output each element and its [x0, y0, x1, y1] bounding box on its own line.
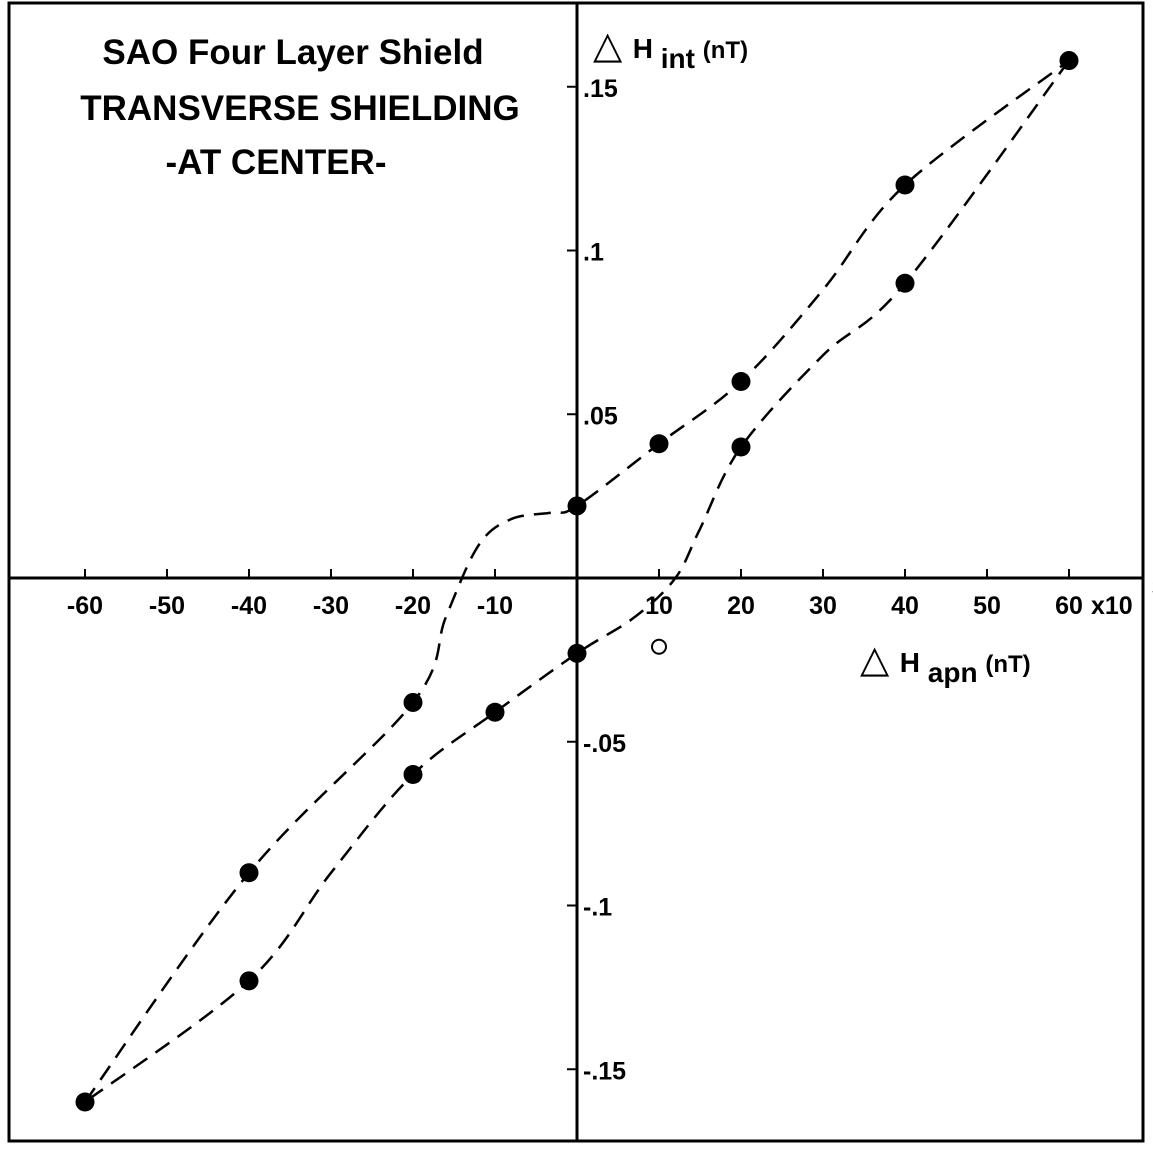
x-tick-label: 30	[809, 592, 837, 620]
x-tick-label: -40	[231, 592, 267, 620]
x-tick-label: -10	[477, 592, 513, 620]
dashed-curve-2	[84, 59, 1071, 1104]
x-axis-title: △ H apn (nT)	[860, 639, 1031, 688]
y-axis-title: △ H int (nT)	[593, 25, 748, 74]
data-point	[649, 434, 669, 454]
chart-title-line-2: TRANSVERSE SHIELDING	[80, 89, 520, 128]
data-point	[239, 863, 259, 883]
data-point	[403, 765, 423, 784]
x-tick-label: -20	[395, 592, 431, 620]
points-layer	[75, 51, 1079, 1112]
data-point	[1059, 51, 1079, 71]
labels-layer: -60-50-40-30-20-10102030405060x103.15.1.…	[67, 25, 1153, 1085]
x-tick-label: 20	[727, 592, 755, 620]
x-axis-multiplier: x10	[1091, 592, 1133, 620]
data-point	[485, 702, 505, 722]
data-point	[567, 643, 587, 663]
x-tick-label: 60	[1055, 592, 1083, 620]
y-tick-label: -.15	[583, 1057, 626, 1085]
data-point	[731, 437, 751, 457]
y-tick-label: .05	[583, 402, 618, 430]
data-point	[403, 692, 423, 712]
x-tick-label: -60	[67, 592, 103, 620]
data-point	[895, 273, 915, 293]
x-tick-label: 10	[645, 592, 673, 620]
y-tick-label: .15	[583, 75, 618, 103]
y-tick-label: -.1	[583, 894, 612, 922]
y-tick-label: -.05	[583, 730, 626, 758]
data-point	[895, 175, 915, 195]
x-tick-label: -30	[313, 592, 349, 620]
axes-layer	[9, 3, 1143, 1141]
curves-layer	[83, 59, 1071, 1104]
y-tick-label: .1	[583, 239, 604, 267]
x-tick-label: 50	[973, 592, 1001, 620]
open-data-point	[651, 638, 667, 655]
data-point	[75, 1092, 95, 1112]
x-tick-label: -50	[149, 592, 185, 620]
data-point	[731, 372, 751, 391]
chart-title-line-1: SAO Four Layer Shield	[102, 33, 483, 72]
data-point	[567, 496, 587, 516]
data-point	[239, 971, 259, 991]
x-tick-label: 40	[891, 592, 919, 620]
chart-title-line-3: -AT CENTER-	[166, 143, 387, 182]
